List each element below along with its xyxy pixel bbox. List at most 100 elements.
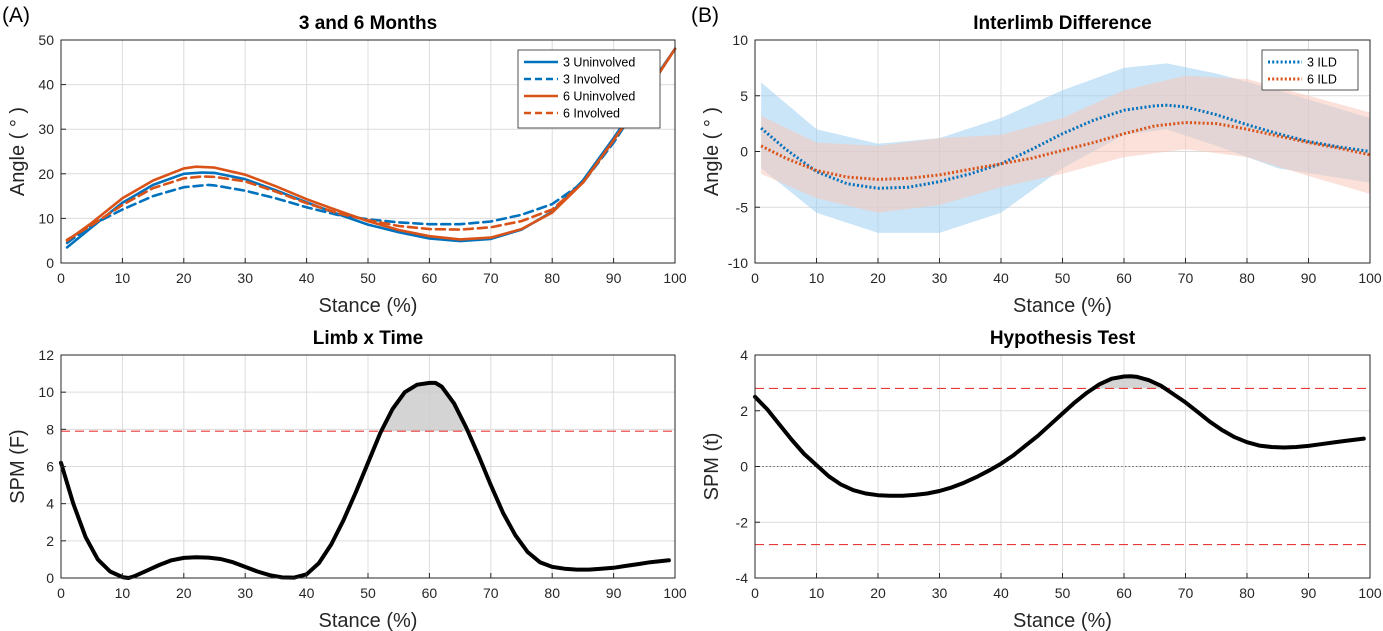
c4-xtick-label-6: 60: [1116, 585, 1132, 601]
c3-xtick-label-5: 50: [360, 585, 376, 601]
chart-interlimb-difference: 0 10 20 30 40 50 60 70 80 90 100 -10 -5 0 5 10 Interlimb…: [701, 13, 1382, 317]
c3-xtick-label-0: 0: [57, 585, 65, 601]
c2-legend: 3 ILD 6 ILD: [1261, 49, 1359, 91]
c2-ylabel: Angle ( ° ): [701, 107, 723, 196]
c2-legend-label-0: 3 ILD: [1307, 56, 1337, 70]
c2-legend-label-1: 6 ILD: [1307, 73, 1337, 87]
c1-xtick-label-7: 70: [483, 270, 499, 286]
c2-ytick-label-2: 0: [740, 144, 748, 160]
c1-legend-label-3: 6 Involved: [563, 107, 620, 121]
c2-ytick-label-3: 5: [740, 88, 748, 104]
c1-xtick-label-6: 60: [422, 270, 438, 286]
c4-xtick-label-0: 0: [751, 585, 759, 601]
c1-legend-label-1: 3 Involved: [563, 73, 620, 87]
c2-xlabel: Stance (%): [1013, 295, 1112, 317]
c3-ytick-label-0: 0: [46, 570, 54, 586]
c1-xtick-label-0: 0: [57, 270, 65, 286]
c4-ytick-label-0: -4: [736, 570, 749, 586]
c4-xtick-label-7: 70: [1178, 585, 1194, 601]
c2-xtick-label-10: 100: [1358, 270, 1382, 286]
c1-series-3: [65, 47, 677, 242]
c3-xtick-label-8: 80: [544, 585, 560, 601]
c3-ytick-label-4: 8: [46, 421, 54, 437]
c3-xtick-label-4: 40: [299, 585, 315, 601]
c1-xlabel: Stance (%): [319, 295, 418, 317]
c2-ytick-label-1: -5: [736, 199, 749, 215]
c2-xtick-label-8: 80: [1239, 270, 1255, 286]
c2-xtick-label-7: 70: [1178, 270, 1194, 286]
c4-ylabel: SPM (t): [701, 433, 723, 501]
c3-xtick-label-7: 70: [483, 585, 499, 601]
c3-ytick-label-6: 12: [38, 347, 54, 363]
c4-series-0: [753, 374, 1366, 498]
c1-ytick-label-3: 30: [38, 121, 54, 137]
c2-xtick-label-4: 40: [993, 270, 1009, 286]
c1-title: 3 and 6 Months: [299, 13, 437, 34]
c2-xtick-label-5: 50: [1055, 270, 1071, 286]
c2-series-0: [760, 103, 1371, 190]
c1-xtick-label-10: 100: [663, 270, 687, 286]
c4-title: Hypothesis Test: [990, 328, 1136, 349]
c3-ytick-label-1: 2: [46, 533, 54, 549]
c4-ytick-label-3: 2: [740, 403, 748, 419]
c2-legend-box: [1261, 49, 1359, 91]
c2-xtick-label-1: 10: [809, 270, 825, 286]
c4-xtick-label-9: 90: [1301, 585, 1317, 601]
c1-ytick-label-0: 0: [46, 255, 54, 271]
c3-series-0: [59, 380, 671, 580]
c1-xtick-label-4: 40: [299, 270, 315, 286]
c3-xlabel: Stance (%): [319, 610, 418, 631]
c1-xtick-label-3: 30: [237, 270, 253, 286]
c1-legend-label-2: 6 Uninvolved: [563, 90, 635, 104]
c4-xtick-label-4: 40: [993, 585, 1009, 601]
c1-xtick-label-1: 10: [115, 270, 131, 286]
c1-ytick-label-5: 50: [38, 32, 54, 48]
c4-xtick-label-3: 30: [932, 585, 948, 601]
c4-ytick-label-1: -2: [736, 514, 749, 530]
c1-xtick-label-8: 80: [544, 270, 560, 286]
c1-legend: 3 Uninvolved 3 Involved 6 Uninvolved 6 Invo…: [517, 49, 661, 129]
c3-xtick-label-9: 90: [606, 585, 622, 601]
c2-xtick-label-3: 30: [932, 270, 948, 286]
c4-xtick-label-2: 20: [870, 585, 886, 601]
c3-xtick-label-1: 10: [115, 585, 131, 601]
c3-ytick-label-3: 6: [46, 459, 54, 475]
c2-xtick-label-6: 60: [1116, 270, 1132, 286]
chart-hypothesis-test: 0 10 20 30 40 50 60 70 80 90 100 -4 -2 0 2 4 Hypothesis …: [701, 328, 1382, 631]
c1-xtick-label-5: 50: [360, 270, 376, 286]
c4-ytick-label-2: 0: [740, 459, 748, 475]
c2-title: Interlimb Difference: [973, 13, 1151, 34]
c3-xtick-label-6: 60: [422, 585, 438, 601]
c3-ytick-label-2: 4: [46, 496, 54, 512]
c1-ytick-label-2: 20: [38, 166, 54, 182]
chart-3-and-6-months: 0 10 20 30 40 50 60 70 80 90 100 0 10 20 30 40 50 3 and 6…: [7, 13, 687, 317]
panel-label-b: (B): [691, 4, 719, 27]
c2-band-1: [761, 75, 1370, 213]
c1-xtick-label-9: 90: [606, 270, 622, 286]
c1-xtick-label-2: 20: [176, 270, 192, 286]
c1-legend-label-0: 3 Uninvolved: [563, 56, 635, 70]
c4-xlabel: Stance (%): [1013, 610, 1112, 631]
chart-limb-x-time: 0 10 20 30 40 50 60 70 80 90 100 0 2 4 6 8 10 12 Limb x Ti…: [7, 328, 687, 631]
c2-xtick-label-9: 90: [1301, 270, 1317, 286]
c4-ytick-label-4: 4: [740, 347, 748, 363]
c4-xtick-label-1: 10: [809, 585, 825, 601]
c3-xtick-label-3: 30: [237, 585, 253, 601]
c1-ytick-label-4: 40: [38, 77, 54, 93]
c3-ylabel: SPM (F): [7, 429, 29, 503]
c2-ytick-label-0: -10: [728, 255, 748, 271]
c3-xtick-label-10: 100: [663, 585, 687, 601]
c3-title: Limb x Time: [313, 328, 424, 349]
c2-xtick-label-0: 0: [751, 270, 759, 286]
c4-xtick-label-10: 100: [1358, 585, 1382, 601]
c1-ylabel: Angle ( ° ): [7, 107, 29, 196]
panel-label-a: (A): [2, 4, 30, 27]
c2-series-1: [760, 121, 1371, 181]
c2-xtick-label-2: 20: [870, 270, 886, 286]
c1-ytick-label-1: 10: [38, 210, 54, 226]
c3-ytick-label-5: 10: [38, 384, 54, 400]
c2-ytick-label-4: 10: [732, 32, 748, 48]
c3-xtick-label-2: 20: [176, 585, 192, 601]
c4-xtick-label-8: 80: [1239, 585, 1255, 601]
